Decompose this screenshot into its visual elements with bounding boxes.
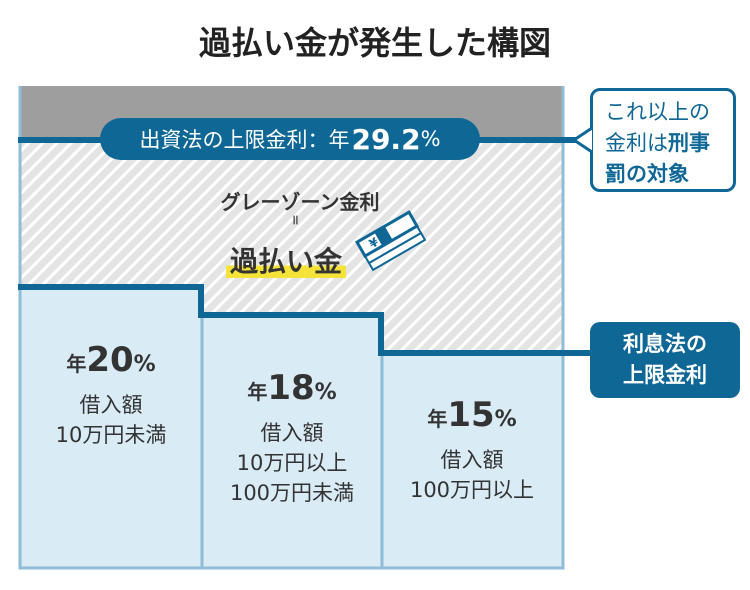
overpayment-text: 過払い金	[226, 245, 347, 278]
callout-line-2-bold: 刑事	[668, 131, 710, 155]
column-18-percent: 年18% 借入額 10万円以上 100万円未満	[201, 368, 383, 508]
criminal-penalty-callout: これ以上の 金利は刑事 罰の対象	[590, 88, 736, 192]
column-rate: 年18%	[247, 368, 337, 408]
grayzone-label: グレーゾーン金利	[220, 190, 380, 214]
callout-line-2-normal: 金利は	[605, 131, 668, 155]
upper-limit-prefix: 出資法の上限金利：年	[139, 128, 350, 152]
page-title: 過払い金が発生した構図	[198, 24, 551, 62]
column-15-percent: 年15% 借入額 100万円以上	[381, 395, 563, 505]
yen-banknote-stack-icon: ¥	[354, 210, 427, 272]
callout-line-3: 罰の対象	[605, 162, 689, 186]
overpayment-label: 過払い金	[226, 240, 347, 280]
callout-line-1: これ以上の	[605, 100, 710, 124]
upper-limit-unit: %	[420, 127, 441, 151]
column-rate: 年15%	[427, 395, 517, 435]
callout-lower-line-1: 利息法の	[623, 332, 707, 356]
column-rate: 年20%	[66, 340, 156, 380]
upper-limit-value: 29.2	[351, 122, 421, 156]
column-bar-2	[200, 313, 384, 570]
callout-lower-line-2: 上限金利	[623, 363, 707, 387]
column-description: 借入額 10万円以上 100万円未満	[229, 421, 355, 505]
interest-limit-step-line	[18, 284, 600, 356]
interest-law-limit-callout: 利息法の 上限金利	[590, 322, 740, 398]
column-description: 借入額 10万円未満	[55, 393, 167, 447]
column-20-percent: 年20% 借入額 10万円未満	[20, 340, 202, 450]
column-bar-3	[380, 351, 565, 570]
upper-limit-label: 出資法の上限金利：年 29.2%	[100, 118, 480, 160]
column-description: 借入額 100万円以上	[409, 448, 535, 502]
callout-line-2: 金利は刑事	[605, 128, 721, 159]
